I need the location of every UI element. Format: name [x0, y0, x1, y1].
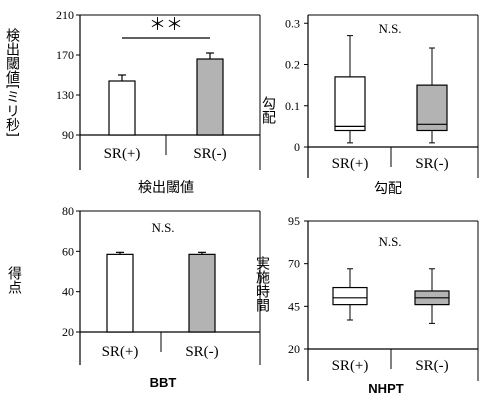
annotation-ns: N.S.	[378, 234, 401, 249]
x-tick-label: SR(-)	[415, 156, 448, 172]
bar	[188, 253, 216, 333]
y-tick-label: 0	[294, 140, 300, 154]
y-tick-label: 70	[288, 257, 300, 271]
y-tick-label: 95	[288, 214, 300, 228]
y-tick-label: 0.1	[285, 99, 300, 113]
panel-slope: N.S. 勾配 勾配 0 0.1 0.2 0.3 SR(+) SR(-)	[260, 14, 479, 197]
panel-detection-threshold: 検出閾値[ミリ秒] ＊＊ 検出閾値 90 130 170 210 SR(+) SR(-)	[4, 8, 261, 196]
box	[416, 84, 448, 132]
x-tick-label: SR(-)	[193, 146, 226, 162]
x-tick-label: SR(+)	[104, 146, 141, 162]
bar	[196, 58, 224, 136]
y-tick-label: 20	[62, 325, 74, 339]
x-axis-title: BBT	[150, 375, 177, 390]
annotation-significance: ＊＊	[149, 15, 183, 35]
y-tick-label: 170	[56, 48, 74, 62]
box	[334, 76, 366, 132]
bar	[108, 80, 136, 136]
box	[332, 286, 368, 306]
y-axis-title: 得点	[6, 265, 22, 294]
y-tick-label: 90	[62, 128, 74, 142]
panel-bbt: N.S. 得点 BBT 20 40 60 80 SR(+) SR(-)	[6, 204, 261, 390]
y-tick-label: 80	[62, 204, 74, 218]
y-tick-label: 0.3	[285, 16, 300, 30]
bar	[106, 253, 134, 333]
x-tick-label: SR(-)	[185, 344, 218, 360]
x-axis-title: 検出閾値	[138, 180, 194, 196]
annotation-ns: N.S.	[151, 220, 174, 235]
x-tick-label: SR(+)	[332, 156, 369, 172]
y-tick-label: 130	[56, 88, 74, 102]
y-tick-label: 20	[288, 342, 300, 356]
panel-nhpt: N.S. 実施時間 NHPT 20 45 70 95 SR(+) SR(-)	[254, 214, 479, 396]
y-tick-label: 60	[62, 244, 74, 258]
y-tick-label: 45	[288, 299, 300, 313]
x-tick-label: SR(-)	[415, 358, 448, 374]
x-tick-label: SR(+)	[332, 358, 369, 374]
y-axis-title: 実施時間	[254, 256, 270, 313]
y-tick-label: 0.2	[285, 58, 300, 72]
y-tick-label: 40	[62, 285, 74, 299]
y-axis-title-1: 勾配	[260, 96, 276, 124]
x-tick-label: SR(+)	[102, 344, 139, 360]
annotation-ns: N.S.	[378, 21, 401, 36]
x-axis-title: NHPT	[368, 381, 403, 396]
y-tick-label: 210	[56, 8, 74, 22]
y-axis-title: 検出閾値[ミリ秒]	[4, 28, 20, 137]
x-axis-title: 勾配	[374, 181, 402, 197]
